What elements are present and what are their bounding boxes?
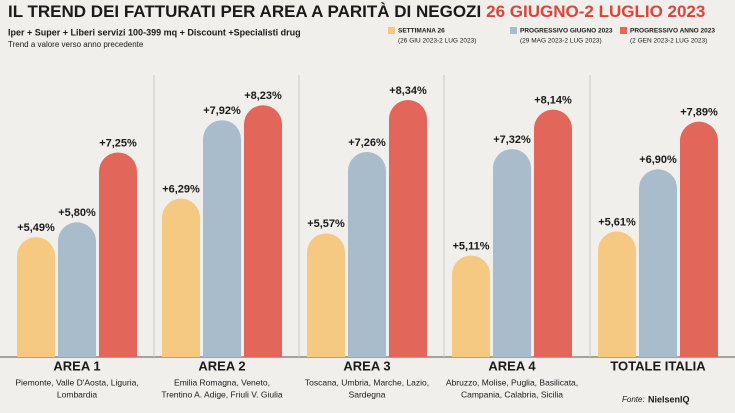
legend-period: (2 GEN 2023-2 LUG 2023) <box>630 38 707 45</box>
category-note: Piemonte, Valle D'Aosta, Liguria, <box>15 377 138 387</box>
value-label: +7,26% <box>348 137 386 149</box>
bar <box>534 109 572 357</box>
source: NielsenIQ <box>648 394 690 404</box>
bar <box>17 237 55 357</box>
value-label: +7,92% <box>203 105 241 117</box>
bar <box>307 233 345 357</box>
category-label: AREA 1 <box>53 358 100 373</box>
bar <box>598 231 636 357</box>
value-label: +5,80% <box>58 207 96 219</box>
value-label: +7,32% <box>493 134 531 146</box>
bar <box>639 169 677 357</box>
category-note: Toscana, Umbria, Marche, Lazio, <box>305 377 429 387</box>
value-label: +5,11% <box>452 240 489 252</box>
category-label: AREA 3 <box>343 358 390 373</box>
value-label: +6,90% <box>639 154 677 166</box>
bar <box>452 255 490 357</box>
category-label: TOTALE ITALIA <box>610 358 706 373</box>
legend-label: PROGRESSIVO GIUGNO 2023 <box>520 28 613 35</box>
bar <box>680 121 718 357</box>
legend-swatch <box>620 27 627 34</box>
category-label: AREA 2 <box>198 358 245 373</box>
value-label: +7,89% <box>680 107 718 119</box>
category-note: Abruzzo, Molise, Puglia, Basilicata, <box>446 377 578 387</box>
value-label: +6,29% <box>162 184 200 196</box>
bar <box>162 198 200 357</box>
category-note: Campania, Calabria, Sicilia <box>461 389 563 399</box>
category-note: Lombardia <box>57 389 97 399</box>
title-main: IL TREND DEI FATTURATI PER AREA A PARITÀ… <box>8 2 481 21</box>
legend-label: PROGRESSIVO ANNO 2023 <box>630 28 715 35</box>
note: Trend a valore verso anno precedente <box>8 40 144 49</box>
bar <box>389 100 427 357</box>
title-period: 26 GIUGNO-2 LUGLIO 2023 <box>486 2 705 21</box>
value-label: +8,23% <box>244 90 282 102</box>
bar <box>493 149 531 357</box>
category-note: Trentino A. Adige, Friuli V. Giulia <box>161 389 283 399</box>
value-label: +5,49% <box>17 222 55 234</box>
category-label: AREA 4 <box>488 358 536 373</box>
value-label: +7,25% <box>99 137 137 149</box>
value-label: +5,61% <box>598 216 636 228</box>
legend-period: (26 GIU 2023-2 LUG 2023) <box>398 38 476 45</box>
source-label: Fonte: <box>622 395 645 404</box>
chart-title: IL TREND DEI FATTURATI PER AREA A PARITÀ… <box>8 2 705 21</box>
subtitle: Iper + Super + Liberi servizi 100-399 mq… <box>8 27 301 37</box>
bar <box>348 151 386 357</box>
legend-swatch <box>388 27 395 34</box>
value-label: +8,14% <box>534 95 572 107</box>
bar <box>244 105 282 357</box>
value-label: +5,57% <box>307 218 345 230</box>
bar <box>99 152 137 357</box>
value-label: +8,34% <box>389 85 427 97</box>
legend-label: SETTIMANA 26 <box>398 28 445 35</box>
bar <box>203 120 241 357</box>
bar <box>58 222 96 357</box>
legend-swatch <box>510 27 517 34</box>
category-note: Emilia Romagna, Veneto, <box>174 377 270 387</box>
legend-period: (29 MAG 2023-2 LUG 2023) <box>520 38 602 45</box>
category-note: Sardegna <box>349 389 386 399</box>
